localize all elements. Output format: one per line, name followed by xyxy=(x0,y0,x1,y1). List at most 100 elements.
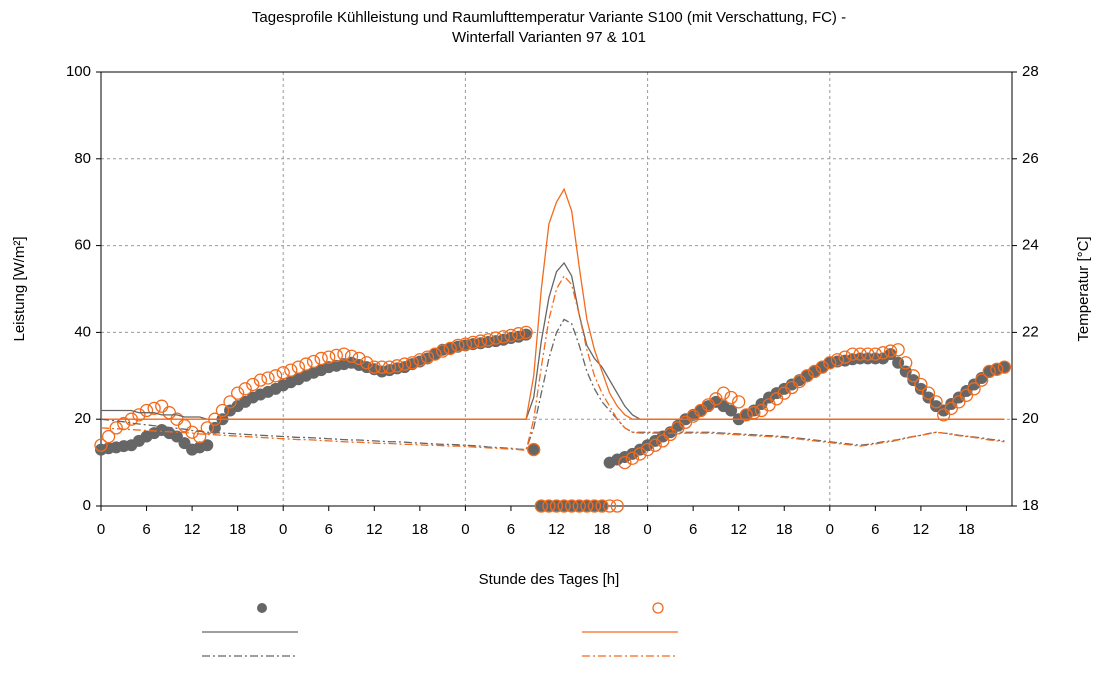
data-point xyxy=(268,369,283,383)
data-point xyxy=(405,356,419,370)
data-point xyxy=(907,374,920,387)
data-point xyxy=(511,327,526,341)
data-point xyxy=(443,341,457,356)
data-point xyxy=(360,356,374,370)
x-tick-label: 12 xyxy=(730,521,747,538)
x-axis-label: Stunde des Tages [h] xyxy=(479,571,620,588)
data-point xyxy=(299,357,313,371)
data-point xyxy=(382,360,397,374)
data-point xyxy=(959,388,974,402)
data-point xyxy=(716,386,731,400)
data-point xyxy=(914,377,928,392)
data-point xyxy=(845,347,860,361)
y2-tick-label: 28 xyxy=(1022,63,1039,80)
data-point xyxy=(322,350,336,364)
y2-tick-label: 24 xyxy=(1022,237,1039,254)
data-point xyxy=(937,408,951,422)
data-point xyxy=(868,347,882,361)
data-point xyxy=(230,386,245,400)
x-tick-label: 0 xyxy=(279,521,287,538)
data-point xyxy=(815,360,829,374)
data-line xyxy=(101,187,1005,420)
data-point xyxy=(428,347,442,361)
data-point xyxy=(549,499,564,513)
plot-frame xyxy=(100,71,1013,507)
data-point xyxy=(725,404,738,417)
data-point xyxy=(997,360,1012,374)
data-point xyxy=(375,360,389,374)
data-point xyxy=(314,351,328,366)
data-point xyxy=(291,360,306,374)
x-tick-label: 18 xyxy=(412,521,429,538)
x-tick-label: 6 xyxy=(871,521,879,538)
x-tick-label: 0 xyxy=(643,521,651,538)
data-point xyxy=(489,331,503,345)
data-point xyxy=(952,395,966,409)
data-point xyxy=(367,360,381,374)
data-point xyxy=(580,499,594,513)
data-point xyxy=(648,438,662,452)
data-point xyxy=(473,334,488,348)
data-point xyxy=(177,419,192,433)
data-point xyxy=(891,343,905,357)
data-point xyxy=(261,371,275,385)
data-point xyxy=(390,359,404,373)
y2-tick-label: 26 xyxy=(1022,150,1039,167)
data-point xyxy=(921,386,936,400)
data-point xyxy=(201,439,214,452)
x-tick-label: 18 xyxy=(958,521,975,538)
data-point xyxy=(565,499,579,513)
data-point xyxy=(906,369,920,383)
data-point xyxy=(352,351,366,366)
data-point xyxy=(398,357,412,371)
data-point xyxy=(451,338,465,353)
data-point xyxy=(876,346,890,360)
y-tick-label: 40 xyxy=(74,323,91,340)
data-point xyxy=(200,421,214,435)
data-point xyxy=(990,362,1004,376)
data-point xyxy=(610,499,624,513)
data-point xyxy=(861,347,875,361)
data-point xyxy=(595,499,609,513)
y-tick-label: 0 xyxy=(83,497,91,514)
data-point xyxy=(193,429,207,444)
legend-marker xyxy=(257,603,267,613)
data-point xyxy=(109,421,123,435)
data-point xyxy=(253,373,268,387)
data-point xyxy=(420,350,435,364)
data-point xyxy=(496,330,511,344)
data-point xyxy=(557,499,571,513)
x-tick-label: 0 xyxy=(461,521,469,538)
data-point xyxy=(602,499,617,513)
data-point xyxy=(618,455,632,470)
data-point xyxy=(94,438,108,452)
data-point xyxy=(101,429,116,444)
data-point xyxy=(147,401,161,416)
data-point xyxy=(633,447,647,461)
data-point xyxy=(306,354,321,369)
y-tick-label: 60 xyxy=(74,237,91,254)
data-point xyxy=(625,451,640,465)
data-point xyxy=(466,335,480,350)
data-point xyxy=(215,403,230,418)
x-tick-label: 12 xyxy=(913,521,930,538)
y2-tick-label: 20 xyxy=(1022,410,1039,427)
data-point xyxy=(800,369,814,383)
data-point xyxy=(899,356,913,370)
data-point xyxy=(982,364,996,379)
x-tick-label: 6 xyxy=(142,521,150,538)
y-axis-label: Leistung [W/m²] xyxy=(11,236,28,341)
chart-title: Tagesprofile Kühlleistung und Raumluftte… xyxy=(252,9,846,26)
data-point xyxy=(162,406,176,420)
data-point xyxy=(883,344,898,358)
data-point xyxy=(329,348,343,363)
data-point xyxy=(435,344,450,358)
x-tick-label: 12 xyxy=(184,521,201,538)
data-point xyxy=(663,427,678,442)
data-point xyxy=(656,434,670,448)
y-tick-label: 100 xyxy=(66,63,91,80)
data-point xyxy=(519,325,533,340)
data-point xyxy=(284,363,298,377)
data-point xyxy=(732,395,746,409)
